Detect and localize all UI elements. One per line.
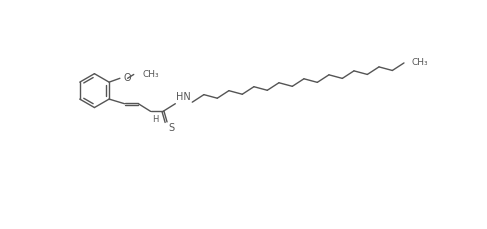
Text: CH₃: CH₃ bbox=[412, 58, 428, 67]
Text: HN: HN bbox=[176, 92, 191, 102]
Text: H: H bbox=[152, 114, 159, 124]
Text: O: O bbox=[124, 73, 131, 83]
Text: CH₃: CH₃ bbox=[143, 70, 160, 79]
Text: S: S bbox=[169, 123, 174, 133]
